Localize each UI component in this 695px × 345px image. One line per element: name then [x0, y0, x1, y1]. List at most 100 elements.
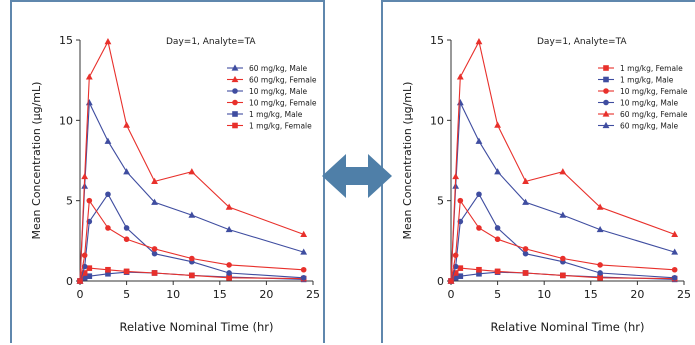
- x-tick-label: 25: [677, 288, 691, 301]
- y-tick-label: 5: [66, 195, 73, 208]
- data-point: [456, 73, 464, 80]
- data-point: [671, 230, 679, 238]
- legend-marker: [603, 99, 609, 106]
- x-tick-label: 0: [448, 288, 455, 301]
- legend-marker: [603, 65, 609, 71]
- x-tick-label: 20: [630, 288, 644, 301]
- data-point: [596, 225, 604, 233]
- series-s10F: [77, 197, 307, 284]
- data-point: [85, 99, 93, 106]
- legend-label: 1 mg/kg, Male: [620, 76, 674, 85]
- data-point: [151, 250, 158, 257]
- data-point: [189, 272, 195, 279]
- data-point: [494, 168, 501, 175]
- data-point: [123, 168, 130, 175]
- chart-panel-right: 0 5 10 15 0 5 10 15 20 25 Day=1, Analyte=TA Relativ…: [381, 0, 695, 343]
- data-point: [457, 197, 464, 204]
- x-tick-label: 5: [123, 288, 130, 301]
- data-point: [494, 236, 501, 243]
- data-point: [81, 274, 88, 281]
- legend-item: 60 mg/kg, Male: [598, 122, 679, 131]
- data-point: [105, 191, 111, 198]
- y-tick-label: 10: [430, 114, 444, 127]
- x-tick-label: 15: [584, 288, 598, 301]
- data-point: [476, 266, 482, 273]
- data-point: [225, 225, 233, 233]
- legend: 60 mg/kg, Male 60 mg/kg, Female 10 mg/kg, …: [227, 64, 317, 131]
- data-point: [671, 274, 678, 281]
- data-point: [188, 211, 196, 218]
- data-point: [105, 225, 111, 231]
- legend-marker: [232, 111, 238, 117]
- data-point: [151, 177, 158, 184]
- data-point: [86, 273, 93, 279]
- data-point: [452, 252, 459, 259]
- legend-label: 1 mg/kg, Female: [620, 64, 683, 73]
- data-point: [452, 274, 459, 281]
- double-headed-arrow-shape: [322, 154, 392, 198]
- chart-title: Day=1, Analyte=TA: [537, 37, 627, 47]
- data-point: [151, 270, 158, 276]
- legend-marker: [603, 88, 609, 94]
- data-point: [86, 265, 93, 271]
- legend-marker: [602, 110, 610, 117]
- legend-marker: [231, 75, 239, 83]
- data-point: [123, 121, 130, 128]
- data-point: [104, 38, 112, 45]
- x-tick-label: 0: [77, 288, 84, 301]
- data-point: [560, 255, 566, 262]
- legend-item: 10 mg/kg, Male: [598, 99, 679, 108]
- data-point: [300, 266, 307, 273]
- data-point: [123, 268, 130, 275]
- x-tick-label: 10: [537, 288, 551, 301]
- data-point: [494, 225, 501, 231]
- legend-item: 10 mg/kg, Male: [227, 87, 308, 96]
- y-tick-label: 15: [430, 34, 444, 47]
- legend-item: 60 mg/kg, Female: [227, 76, 317, 85]
- legend-item: 1 mg/kg, Female: [227, 122, 312, 131]
- data-point: [494, 268, 501, 275]
- legend-label: 60 mg/kg, Female: [249, 76, 317, 85]
- y-tick-label: 10: [59, 114, 73, 127]
- data-point: [476, 191, 482, 198]
- legend-item: 1 mg/kg, Female: [598, 64, 683, 73]
- y-tick-label: 15: [59, 34, 73, 47]
- data-point: [151, 246, 158, 252]
- legend-marker: [231, 64, 239, 71]
- legend-marker: [232, 99, 238, 106]
- data-point: [81, 270, 88, 276]
- data-point: [188, 168, 196, 175]
- legend-item: 60 mg/kg, Female: [598, 110, 688, 119]
- data-point: [559, 168, 567, 175]
- legend-label: 60 mg/kg, Male: [249, 64, 308, 73]
- data-point: [447, 277, 455, 284]
- data-point: [671, 266, 678, 273]
- chart-title: Day=1, Analyte=TA: [166, 37, 256, 47]
- data-point: [522, 246, 529, 252]
- series-s10F: [448, 197, 678, 284]
- data-point: [597, 262, 603, 268]
- data-point: [151, 198, 158, 205]
- data-point: [522, 177, 529, 184]
- x-tick-label: 5: [494, 288, 501, 301]
- data-point: [475, 38, 483, 45]
- chart-left: 0 5 10 15 0 5 10 15 20 25 Day=1, Analyte=TA Relativ…: [30, 34, 320, 334]
- data-point: [597, 274, 603, 281]
- data-point: [476, 270, 482, 277]
- data-point: [522, 198, 529, 205]
- data-point: [226, 274, 232, 281]
- data-point: [456, 99, 464, 106]
- legend-marker: [232, 122, 238, 129]
- double-headed-arrow-icon: [322, 154, 392, 198]
- data-point: [81, 172, 89, 180]
- data-point: [522, 270, 529, 276]
- data-point: [457, 273, 464, 279]
- legend-marker: [602, 121, 610, 129]
- data-point: [475, 137, 483, 144]
- legend-item: 60 mg/kg, Male: [227, 64, 308, 73]
- y-axis-label: Mean Concentration (µg/mL): [30, 82, 43, 240]
- x-axis-label: Relative Nominal Time (hr): [119, 320, 273, 334]
- data-point: [452, 172, 460, 180]
- legend-item: 1 mg/kg, Male: [598, 76, 674, 85]
- data-point: [105, 266, 111, 273]
